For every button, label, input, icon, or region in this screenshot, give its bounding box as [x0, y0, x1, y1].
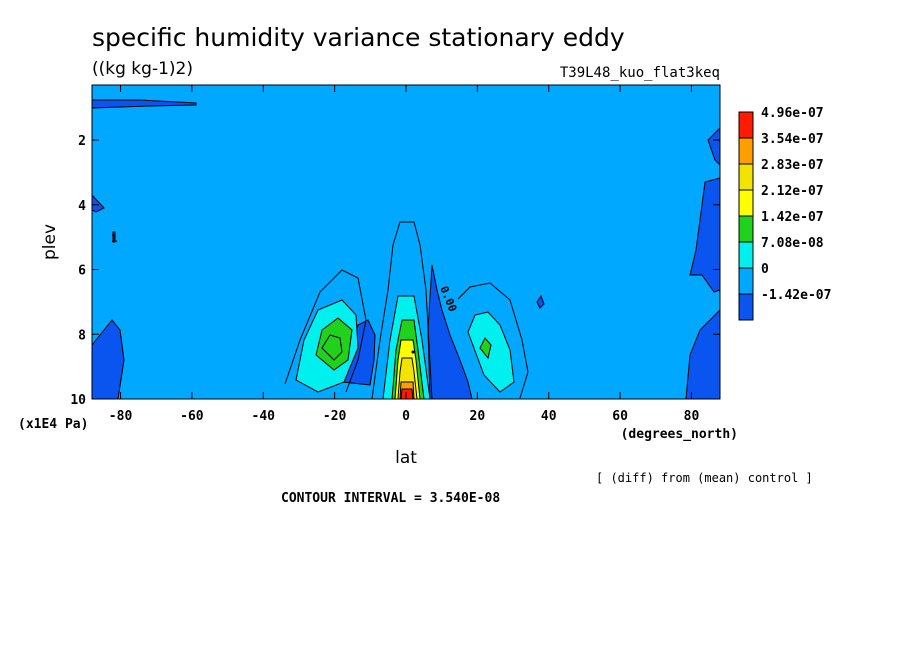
contour-region [427, 264, 473, 399]
y-tick-label: 4 [78, 199, 86, 214]
legend-label: 1.42e-07 [761, 210, 824, 225]
x-tick-label: -40 [252, 409, 276, 424]
x-tick-label: 0 [402, 409, 410, 424]
contour-region [707, 127, 720, 166]
legend-swatch [738, 137, 754, 165]
run-label: T39L48_kuo_flat3keq [560, 65, 720, 81]
legend-swatch [738, 215, 754, 243]
contour-region [536, 294, 545, 309]
legend-label: 0 [761, 262, 769, 277]
southern-lobe [284, 269, 367, 393]
contour-region [479, 337, 492, 360]
legend-label: 7.08e-08 [761, 236, 824, 251]
contour-region [685, 309, 720, 399]
contour-region [92, 99, 197, 109]
y-axis-units: (x1E4 Pa) [18, 417, 88, 432]
contour-inline-label: 1 [111, 232, 118, 245]
chart-units: ((kg kg-1)2) [92, 59, 193, 79]
color-legend: 4.96e-07 3.54e-07 2.83e-07 2.12e-07 1.42e-07… [738, 106, 831, 321]
contour-line [284, 269, 367, 393]
y-tick-label: 6 [78, 264, 86, 279]
legend-swatch [738, 241, 754, 269]
contour-region [321, 334, 343, 361]
y-axis: 2 4 6 8 10 [70, 134, 720, 408]
contour-region [689, 177, 720, 293]
legend-swatch [738, 267, 754, 295]
x-tick-label: -60 [180, 409, 204, 424]
contour-line [371, 221, 433, 399]
y-axis-title: plev [40, 224, 60, 260]
x-tick-label: 80 [684, 409, 700, 424]
y-tick-label: 8 [78, 328, 86, 343]
x-axis-title: lat [395, 448, 417, 468]
northern-lobe [457, 282, 529, 399]
legend-swatch [738, 189, 754, 217]
x-tick-label: -80 [109, 409, 133, 424]
x-axis: -80 -60 -40 -20 0 20 40 60 80 [109, 85, 700, 424]
negative-regions [92, 99, 720, 399]
chart-title: specific humidity variance stationary ed… [92, 23, 625, 52]
plot-area: 0.00 1 [92, 85, 720, 399]
equatorial-maximum [371, 221, 433, 399]
legend-label: 3.54e-07 [761, 132, 824, 147]
x-tick-label: 20 [470, 409, 486, 424]
y-tick-label: 10 [70, 393, 86, 408]
contour-region [467, 311, 515, 393]
x-axis-units: (degrees_north) [621, 427, 738, 442]
contour-line [457, 282, 529, 399]
x-tick-label: -20 [323, 409, 347, 424]
legend-swatch [738, 293, 754, 321]
contour-region [400, 388, 414, 399]
legend-swatch [738, 163, 754, 191]
legend-label: 2.12e-07 [761, 184, 824, 199]
legend-swatch [738, 111, 754, 139]
contour-interval: CONTOUR INTERVAL = 3.540E-08 [281, 491, 500, 506]
contour-region [92, 319, 125, 399]
x-tick-label: 40 [541, 409, 557, 424]
legend-label: -1.42e-07 [761, 288, 831, 303]
legend-label: 2.83e-07 [761, 158, 824, 173]
contour-region [112, 231, 116, 243]
legend-label: 4.96e-07 [761, 106, 824, 121]
comparison-note: [ (diff) from (mean) control ] [596, 471, 813, 485]
contour-center-dot [411, 350, 415, 354]
x-tick-label: 60 [612, 409, 628, 424]
y-tick-label: 2 [78, 134, 86, 149]
contour-region [92, 194, 105, 213]
